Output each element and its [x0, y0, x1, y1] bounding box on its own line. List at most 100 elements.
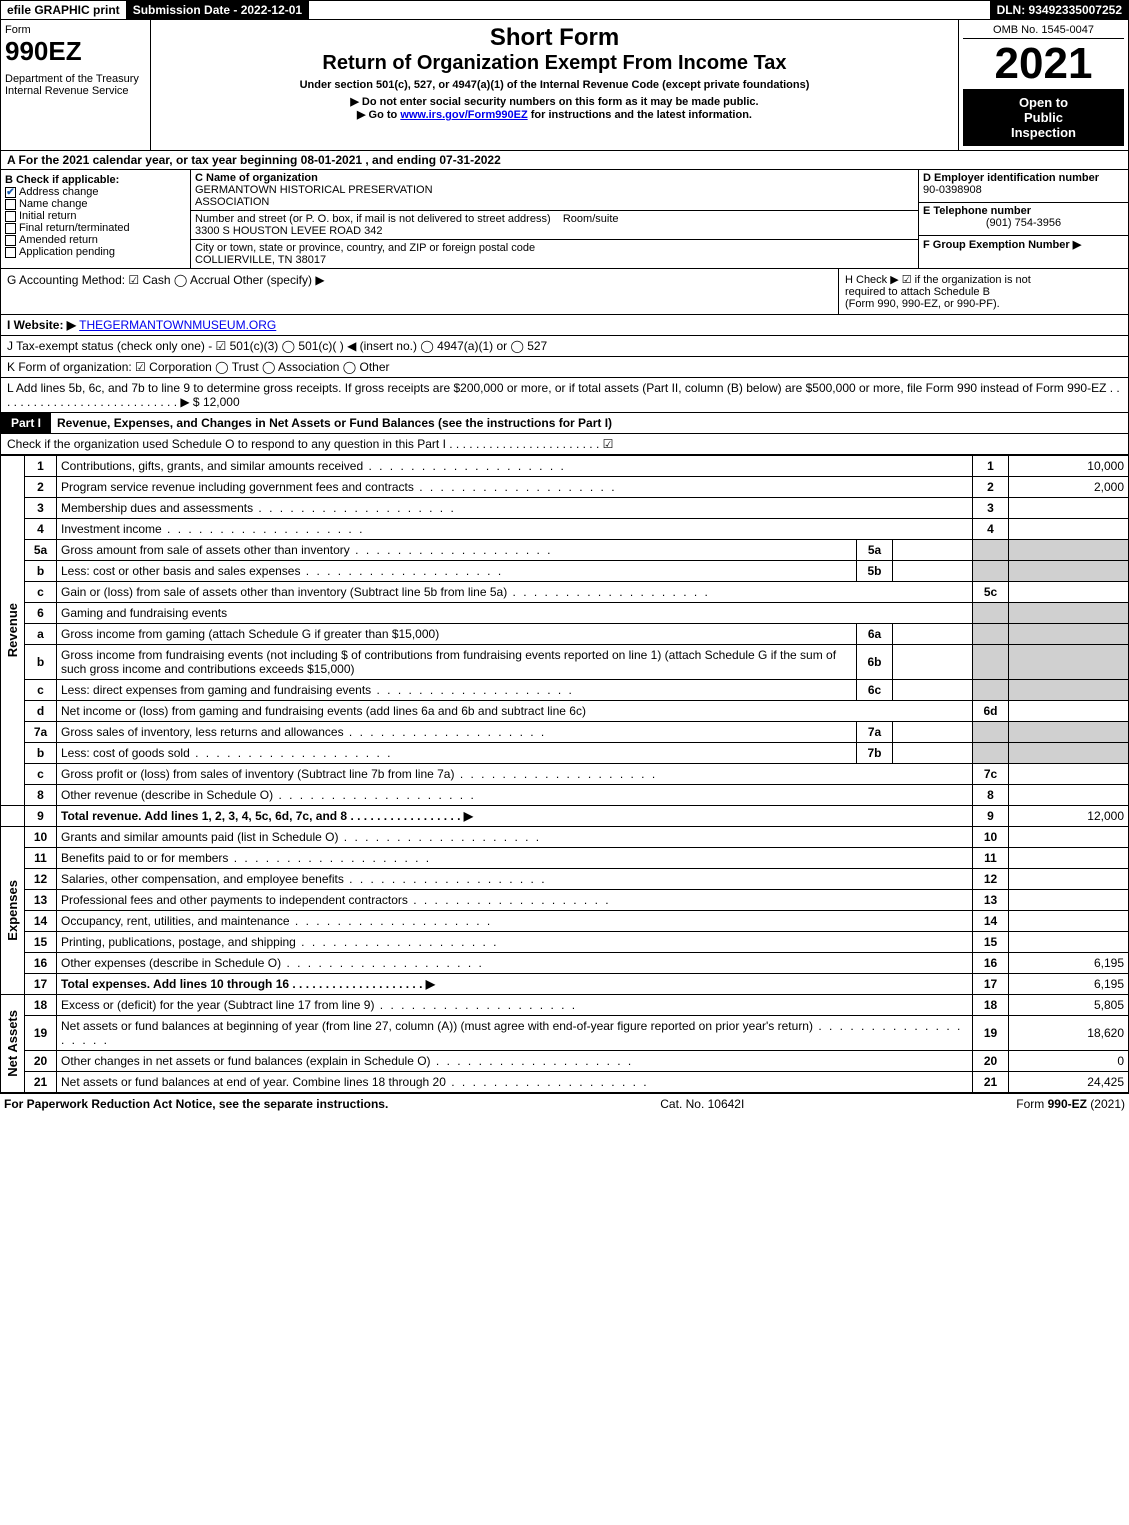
l5c-val	[1009, 582, 1129, 603]
l6-shade	[973, 603, 1009, 624]
header-warn2: ▶ Go to www.irs.gov/Form990EZ for instru…	[155, 108, 954, 121]
l12-val	[1009, 869, 1129, 890]
omb-number: OMB No. 1545-0047	[963, 24, 1124, 39]
l5b-ibox: 5b	[857, 561, 893, 582]
l5b-shade	[973, 561, 1009, 582]
city-value: COLLIERVILLE, TN 38017	[195, 254, 326, 266]
l7a-d: Gross sales of inventory, less returns a…	[57, 722, 857, 743]
header-subtitle: Under section 501(c), 527, or 4947(a)(1)…	[155, 79, 954, 91]
efile-print[interactable]: efile GRAPHIC print	[1, 1, 127, 19]
l6c-n: c	[25, 680, 57, 701]
l11-box: 11	[973, 848, 1009, 869]
header-warn1: ▶ Do not enter social security numbers o…	[155, 95, 954, 108]
d-label: D Employer identification number	[923, 172, 1099, 184]
l20-d: Other changes in net assets or fund bala…	[57, 1051, 973, 1072]
h-line3: (Form 990, 990-EZ, or 990-PF).	[845, 298, 1122, 310]
l1-n: 1	[25, 456, 57, 477]
chk-application-pending[interactable]: Application pending	[5, 246, 186, 258]
l5c-n: c	[25, 582, 57, 603]
l17-n: 17	[25, 974, 57, 995]
irs-link[interactable]: www.irs.gov/Form990EZ	[400, 109, 527, 121]
l10-val	[1009, 827, 1129, 848]
l8-n: 8	[25, 785, 57, 806]
l5a-d: Gross amount from sale of assets other t…	[57, 540, 857, 561]
h-line2: required to attach Schedule B	[845, 286, 1122, 298]
l6a-shade	[973, 624, 1009, 645]
form-number: 990EZ	[5, 36, 146, 67]
l7a-shade	[973, 722, 1009, 743]
website-link[interactable]: THEGERMANTOWNMUSEUM.ORG	[79, 318, 276, 332]
l11-val	[1009, 848, 1129, 869]
side-revenue: Revenue	[1, 456, 25, 806]
l2-box: 2	[973, 477, 1009, 498]
l7a-shade2	[1009, 722, 1129, 743]
l6a-ival	[893, 624, 973, 645]
topbar-spacer	[309, 1, 990, 19]
l17-d: Total expenses. Add lines 10 through 16 …	[57, 974, 973, 995]
i-label: I Website: ▶	[7, 318, 76, 332]
l16-n: 16	[25, 953, 57, 974]
l8-box: 8	[973, 785, 1009, 806]
l21-n: 21	[25, 1072, 57, 1093]
l5b-d: Less: cost or other basis and sales expe…	[57, 561, 857, 582]
l6c-shade2	[1009, 680, 1129, 701]
part1-label: Part I	[1, 413, 51, 433]
room-label: Room/suite	[563, 213, 619, 225]
l19-n: 19	[25, 1016, 57, 1051]
l16-box: 16	[973, 953, 1009, 974]
chk-amended-return[interactable]: Amended return	[5, 234, 186, 246]
l7c-n: c	[25, 764, 57, 785]
e-phone: E Telephone number (901) 754-3956	[919, 203, 1128, 236]
l4-n: 4	[25, 519, 57, 540]
l12-n: 12	[25, 869, 57, 890]
l6d-d: Net income or (loss) from gaming and fun…	[57, 701, 973, 722]
l6-n: 6	[25, 603, 57, 624]
open-to-public: Open to Public Inspection	[963, 89, 1124, 146]
l21-d: Net assets or fund balances at end of ye…	[57, 1072, 973, 1093]
l8-val	[1009, 785, 1129, 806]
chk-name-change[interactable]: Name change	[5, 198, 186, 210]
l2-d: Program service revenue including govern…	[57, 477, 973, 498]
l20-val: 0	[1009, 1051, 1129, 1072]
header-right: OMB No. 1545-0047 2021 Open to Public In…	[958, 20, 1128, 150]
l7a-n: 7a	[25, 722, 57, 743]
l10-n: 10	[25, 827, 57, 848]
l5a-n: 5a	[25, 540, 57, 561]
i-website: I Website: ▶ THEGERMANTOWNMUSEUM.ORG	[0, 315, 1129, 336]
c-city: City or town, state or province, country…	[191, 240, 918, 268]
l7a-ival	[893, 722, 973, 743]
l7a-ibox: 7a	[857, 722, 893, 743]
l13-val	[1009, 890, 1129, 911]
l5b-ival	[893, 561, 973, 582]
part1-table: Revenue 1 Contributions, gifts, grants, …	[0, 455, 1129, 1093]
l7c-val	[1009, 764, 1129, 785]
l6b-ibox: 6b	[857, 645, 893, 680]
chk-final-return[interactable]: Final return/terminated	[5, 222, 186, 234]
chk-initial-return[interactable]: Initial return	[5, 210, 186, 222]
l5b-shade2	[1009, 561, 1129, 582]
dept-1: Department of the Treasury	[5, 73, 146, 85]
d-value: 90-0398908	[923, 184, 982, 196]
l17-val: 6,195	[1009, 974, 1129, 995]
e-value: (901) 754-3956	[923, 217, 1124, 229]
l18-n: 18	[25, 995, 57, 1016]
l10-box: 10	[973, 827, 1009, 848]
l3-d: Membership dues and assessments	[57, 498, 973, 519]
l17-box: 17	[973, 974, 1009, 995]
l5a-ibox: 5a	[857, 540, 893, 561]
l20-box: 20	[973, 1051, 1009, 1072]
l7c-box: 7c	[973, 764, 1009, 785]
l6a-d: Gross income from gaming (attach Schedul…	[57, 624, 857, 645]
l6c-shade	[973, 680, 1009, 701]
l1-val: 10,000	[1009, 456, 1129, 477]
l6b-ival	[893, 645, 973, 680]
l6a-ibox: 6a	[857, 624, 893, 645]
side-expenses: Expenses	[1, 827, 25, 995]
l16-val: 6,195	[1009, 953, 1129, 974]
city-label: City or town, state or province, country…	[195, 242, 535, 254]
l9-box: 9	[973, 806, 1009, 827]
e-label: E Telephone number	[923, 205, 1031, 217]
chk-address-change[interactable]: Address change	[5, 186, 186, 198]
l6a-shade2	[1009, 624, 1129, 645]
h-schedule-b: H Check ▶ ☑ if the organization is not r…	[838, 269, 1128, 314]
